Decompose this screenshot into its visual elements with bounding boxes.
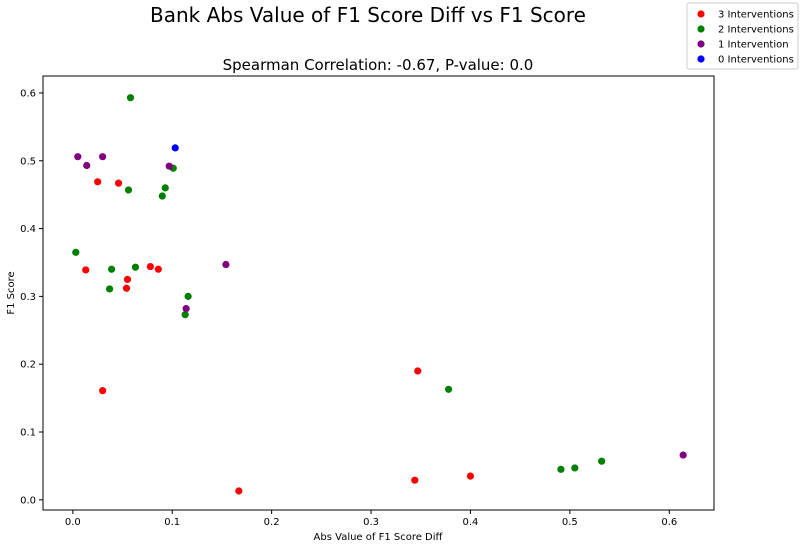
y-tick-label: 0.2 xyxy=(20,360,36,371)
legend-frame xyxy=(686,2,799,70)
legend-label: 0 Interventions xyxy=(718,55,794,66)
data-point xyxy=(182,304,190,313)
x-tick-label: 0.1 xyxy=(164,517,180,528)
data-point xyxy=(83,161,91,170)
data-point xyxy=(107,265,116,273)
data-point xyxy=(222,260,230,269)
y-tick-label: 0.4 xyxy=(20,224,36,235)
data-points xyxy=(72,94,687,495)
legend: 3 Interventions 2 Interventions 1 Interven… xyxy=(686,2,799,70)
x-tick-label: 0.6 xyxy=(661,517,677,528)
legend-label: 3 Interventions xyxy=(718,10,794,21)
y-tick-label: 0.0 xyxy=(20,495,36,506)
x-tick-label: 0.2 xyxy=(264,517,280,528)
y-tick-label: 0.5 xyxy=(20,156,36,167)
x-tick-label: 0.0 xyxy=(65,517,81,528)
legend-label: 2 Interventions xyxy=(718,25,794,36)
data-point xyxy=(466,472,475,480)
x-axis: 0.0 0.1 0.2 0.3 0.4 0.5 0.6 xyxy=(65,510,677,528)
plot-area xyxy=(42,75,715,511)
data-point xyxy=(72,248,80,256)
data-point xyxy=(444,385,453,393)
data-point xyxy=(184,292,192,300)
x-tick-label: 0.4 xyxy=(462,517,478,528)
legend-marker xyxy=(697,10,705,18)
chart-title: Bank Abs Value of F1 Score Diff vs F1 Sc… xyxy=(150,3,586,27)
chart-subtitle: Spearman Correlation: -0.67, P-value: 0.… xyxy=(223,56,534,74)
data-point xyxy=(131,263,140,271)
legend-marker xyxy=(697,25,705,33)
data-point xyxy=(161,184,169,192)
y-tick-label: 0.6 xyxy=(20,88,36,99)
data-point xyxy=(679,451,687,459)
data-point xyxy=(106,285,114,293)
y-tick-label: 0.1 xyxy=(20,428,36,439)
data-point xyxy=(122,284,131,292)
data-point xyxy=(114,179,123,187)
y-axis-label: F1 Score xyxy=(6,271,17,314)
data-point xyxy=(165,162,173,170)
data-point xyxy=(598,457,606,465)
data-point xyxy=(99,387,107,395)
data-point xyxy=(235,487,243,495)
data-point xyxy=(94,178,102,186)
data-point xyxy=(158,192,166,200)
x-tick-label: 0.5 xyxy=(562,517,578,528)
data-point xyxy=(181,311,189,319)
data-point xyxy=(123,275,132,284)
data-point xyxy=(99,153,107,161)
y-tick-label: 0.3 xyxy=(20,292,36,303)
data-point xyxy=(82,266,90,274)
data-point xyxy=(154,265,162,273)
data-point xyxy=(571,464,579,472)
legend-marker xyxy=(697,40,705,48)
data-point xyxy=(124,186,133,194)
x-tick-label: 0.3 xyxy=(363,517,379,528)
x-axis-label: Abs Value of F1 Score Diff xyxy=(314,532,444,543)
data-point xyxy=(146,262,154,271)
data-point xyxy=(557,465,565,473)
legend-marker xyxy=(697,55,705,63)
data-point xyxy=(171,144,179,152)
legend-label: 1 Intervention xyxy=(718,40,789,51)
data-point xyxy=(74,153,82,161)
data-point xyxy=(411,476,419,484)
y-axis: 0.0 0.1 0.2 0.3 0.4 0.5 0.6 xyxy=(20,88,43,506)
data-point xyxy=(414,367,422,375)
data-point xyxy=(126,94,135,102)
